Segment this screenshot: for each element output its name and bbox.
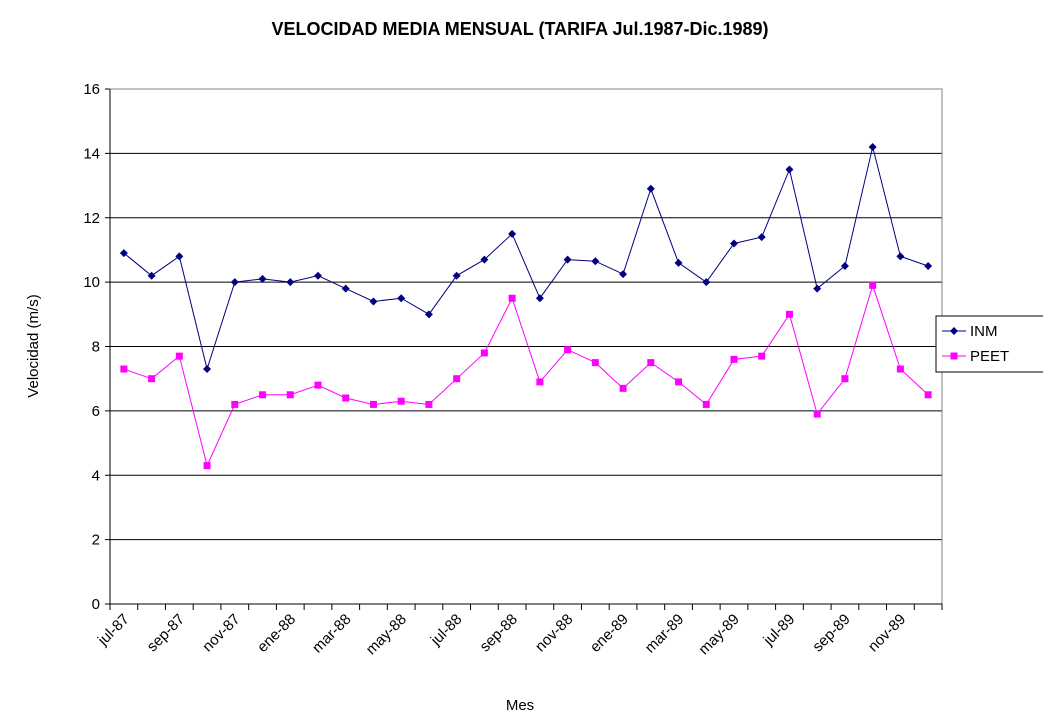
marker — [480, 255, 489, 264]
y-tick-label: 4 — [92, 467, 100, 484]
x-tick-label: jul-88 — [427, 611, 466, 650]
x-tick-label: sep-89 — [809, 611, 853, 655]
marker — [924, 391, 932, 399]
marker — [452, 271, 461, 280]
y-tick-label: 2 — [92, 532, 100, 549]
marker — [757, 233, 766, 242]
marker — [702, 400, 710, 408]
x-tick-label: sep-87 — [144, 611, 188, 655]
marker — [564, 346, 572, 354]
x-tick-label: ene-88 — [254, 611, 299, 656]
marker — [286, 391, 294, 399]
marker — [813, 410, 821, 418]
marker — [674, 258, 683, 267]
x-tick-label: may-89 — [695, 611, 742, 658]
y-tick-label: 12 — [83, 210, 100, 227]
marker — [148, 375, 156, 383]
marker — [646, 184, 655, 193]
x-tick-label: nov-89 — [865, 611, 909, 655]
marker — [424, 310, 433, 319]
marker — [397, 397, 405, 405]
x-tick-label: mar-88 — [309, 611, 355, 657]
series-line — [123, 283, 929, 468]
marker — [453, 375, 461, 383]
marker — [563, 255, 572, 264]
marker — [841, 375, 849, 383]
marker — [924, 262, 933, 271]
marker — [230, 278, 239, 287]
marker — [702, 278, 711, 287]
y-tick-label: 8 — [92, 339, 100, 356]
marker — [147, 271, 156, 280]
y-axis-label: Velocidad (m/s) — [25, 294, 42, 397]
marker — [203, 462, 211, 470]
series-line — [123, 146, 929, 371]
y-tick-label: 10 — [83, 274, 100, 291]
marker — [480, 349, 488, 357]
marker — [868, 142, 877, 151]
marker — [120, 365, 128, 373]
marker — [730, 239, 738, 248]
marker — [535, 294, 544, 303]
x-axis-label: Mes — [506, 697, 534, 714]
marker — [813, 284, 822, 293]
x-tick-label: sep-88 — [477, 611, 521, 655]
marker — [619, 270, 628, 279]
marker — [591, 257, 600, 266]
marker — [314, 381, 322, 389]
marker — [175, 352, 183, 360]
marker — [314, 271, 322, 280]
marker — [647, 359, 655, 367]
x-tick-label: mar-89 — [642, 611, 688, 657]
marker — [286, 278, 295, 287]
marker — [619, 384, 627, 392]
marker — [896, 365, 904, 373]
marker — [369, 400, 377, 408]
marker — [508, 294, 516, 302]
x-tick-label: nov-87 — [199, 611, 243, 655]
y-tick-label: 14 — [83, 145, 100, 162]
legend-box — [935, 315, 1043, 373]
marker — [258, 274, 267, 283]
marker — [203, 365, 212, 374]
marker — [591, 359, 599, 367]
x-tick-label: ene-89 — [587, 611, 632, 656]
chart-title: VELOCIDAD MEDIA MENSUAL (TARIFA Jul.1987… — [271, 19, 768, 39]
marker — [342, 394, 350, 402]
legend-marker — [950, 352, 958, 360]
marker — [840, 262, 849, 271]
marker — [785, 165, 794, 174]
marker — [508, 229, 517, 238]
marker — [785, 310, 793, 318]
marker — [341, 284, 350, 293]
y-tick-label: 0 — [92, 596, 100, 613]
marker — [259, 391, 267, 399]
marker — [119, 249, 128, 258]
y-tick-label: 16 — [83, 81, 100, 98]
marker — [536, 378, 544, 386]
marker — [869, 281, 877, 289]
legend-label: INM — [970, 323, 998, 340]
x-tick-label: jul-87 — [94, 611, 133, 650]
marker — [175, 252, 184, 261]
marker — [231, 400, 239, 408]
marker — [425, 400, 433, 408]
marker — [730, 355, 738, 363]
x-tick-label: jul-89 — [760, 611, 799, 650]
marker — [896, 252, 905, 261]
legend-marker — [950, 327, 958, 335]
marker — [397, 294, 406, 303]
marker — [758, 352, 766, 360]
legend-label: PEET — [970, 348, 1009, 365]
x-tick-label: nov-88 — [532, 611, 576, 655]
x-tick-label: may-88 — [363, 611, 410, 658]
marker — [675, 378, 683, 386]
marker — [369, 297, 378, 306]
y-tick-label: 6 — [92, 403, 100, 420]
